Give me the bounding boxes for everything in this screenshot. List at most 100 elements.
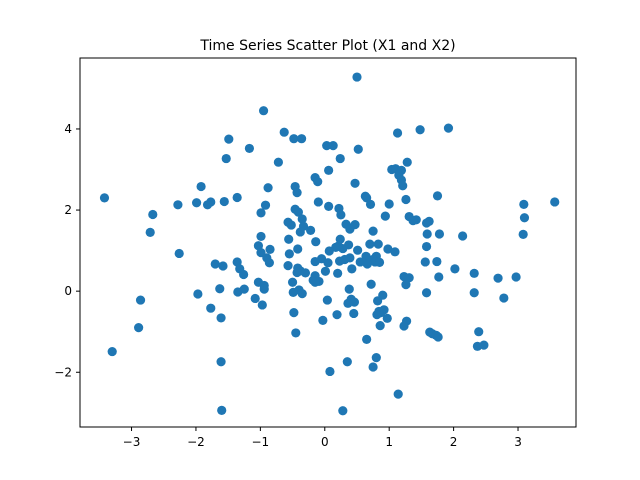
- data-point: [291, 328, 301, 338]
- data-point: [420, 257, 430, 267]
- data-point: [293, 244, 303, 254]
- data-point: [390, 247, 400, 257]
- data-point: [99, 193, 110, 203]
- data-point: [432, 191, 443, 201]
- data-point: [392, 128, 403, 138]
- data-point: [408, 216, 418, 226]
- data-point: [324, 165, 334, 175]
- data-point: [345, 224, 355, 234]
- data-point: [287, 277, 298, 287]
- data-point: [371, 353, 381, 363]
- data-point: [433, 332, 443, 342]
- data-point: [263, 183, 273, 193]
- data-point: [313, 177, 323, 187]
- axes-frame: [79, 57, 577, 428]
- data-point: [362, 334, 372, 345]
- data-point: [469, 268, 479, 278]
- data-point: [434, 272, 444, 282]
- data-point: [145, 227, 155, 237]
- data-point: [259, 284, 269, 294]
- data-point: [383, 244, 393, 254]
- data-point: [324, 201, 334, 212]
- data-point: [284, 249, 294, 259]
- data-point: [518, 229, 528, 239]
- data-point: [335, 234, 345, 244]
- data-point: [393, 389, 403, 399]
- data-point: [349, 308, 359, 319]
- data-point: [322, 295, 332, 305]
- data-point: [310, 256, 320, 267]
- data-point: [148, 209, 158, 220]
- y-tick-label: −2: [54, 365, 72, 379]
- data-point: [421, 288, 432, 298]
- data-point: [368, 362, 378, 372]
- data-point: [347, 264, 357, 274]
- data-point: [458, 231, 468, 241]
- data-point: [349, 297, 360, 307]
- y-axis: −2 0 2 4: [54, 122, 80, 379]
- data-point: [216, 357, 226, 367]
- data-point: [338, 406, 348, 416]
- data-point: [336, 210, 346, 220]
- chart-title: Time Series Scatter Plot (X1 and X2): [199, 38, 455, 54]
- data-point: [434, 229, 445, 239]
- data-point: [550, 197, 560, 207]
- data-point: [382, 313, 392, 323]
- data-point: [373, 296, 383, 306]
- data-point: [313, 197, 323, 207]
- data-point: [283, 261, 293, 271]
- data-point: [311, 237, 321, 247]
- x-tick-label: 3: [514, 435, 522, 449]
- data-point: [300, 268, 311, 278]
- data-point: [353, 245, 363, 255]
- data-point: [215, 284, 225, 294]
- data-point: [350, 178, 360, 188]
- data-point: [355, 257, 365, 267]
- data-point: [284, 234, 294, 244]
- data-point: [232, 192, 242, 203]
- data-point: [258, 106, 269, 116]
- data-point: [292, 267, 302, 278]
- data-point: [292, 188, 302, 198]
- data-point: [338, 243, 348, 254]
- data-point: [265, 244, 275, 254]
- data-point: [107, 346, 117, 357]
- data-point: [375, 321, 385, 331]
- data-point: [193, 289, 203, 299]
- data-point: [432, 256, 442, 267]
- data-point: [380, 211, 390, 221]
- data-point: [421, 218, 432, 228]
- data-point: [401, 194, 411, 205]
- data-point: [422, 229, 432, 239]
- x-tick-label: −3: [123, 435, 141, 449]
- data-point: [174, 248, 184, 259]
- data-point: [401, 280, 411, 290]
- data-point: [399, 321, 409, 331]
- data-point: [218, 261, 228, 271]
- data-point: [288, 287, 298, 297]
- data-point: [232, 257, 242, 267]
- data-point: [511, 272, 521, 282]
- data-point: [365, 239, 375, 249]
- data-point: [244, 143, 255, 154]
- y-tick-label: 4: [64, 122, 72, 136]
- data-point: [289, 134, 299, 144]
- data-point: [344, 284, 354, 294]
- data-point: [332, 310, 342, 320]
- data-point: [134, 323, 144, 333]
- x-tick-label: −2: [187, 435, 205, 449]
- data-point: [519, 213, 530, 223]
- points-layer: [99, 72, 560, 416]
- data-point: [402, 157, 412, 167]
- data-point: [256, 208, 266, 218]
- data-point: [374, 257, 385, 267]
- data-point: [221, 153, 231, 164]
- data-point: [273, 157, 283, 167]
- data-point: [443, 123, 454, 133]
- data-point: [293, 207, 303, 217]
- data-point: [310, 277, 320, 287]
- data-point: [450, 264, 460, 274]
- data-point: [320, 266, 331, 276]
- data-point: [365, 199, 376, 209]
